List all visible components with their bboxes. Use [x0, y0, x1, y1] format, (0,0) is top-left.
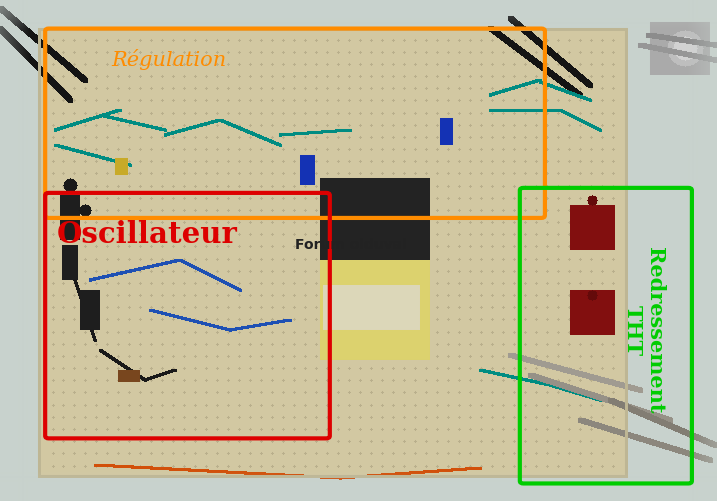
Text: Oscillateur: Oscillateur — [57, 220, 237, 249]
Text: Redressement
THT: Redressement THT — [622, 247, 665, 414]
Text: Régulation: Régulation — [111, 49, 226, 70]
Text: Forum olduval: Forum olduval — [295, 238, 407, 253]
